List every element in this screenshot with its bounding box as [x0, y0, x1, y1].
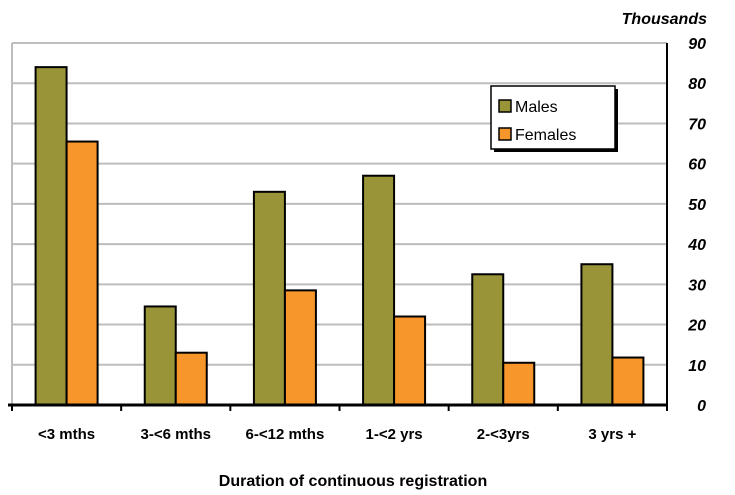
y-tick-label: 30 [688, 277, 706, 294]
y-tick-label: 50 [688, 197, 706, 214]
x-tick-label: 2-<3yrs [477, 426, 530, 443]
legend-label-males: Males [515, 99, 558, 116]
bar-males [252, 190, 286, 406]
x-tick-label: 3-<6 mths [141, 426, 211, 443]
bar-males [34, 66, 68, 406]
y-tick-label: 10 [688, 358, 706, 375]
y-tick-label: 40 [687, 237, 706, 254]
bar-males [471, 273, 505, 406]
legend: Males Females [490, 85, 618, 152]
y-tick-label: 0 [697, 398, 706, 415]
y-unit-label: Thousands [622, 11, 707, 28]
legend-swatch-males [498, 99, 512, 113]
bar-females [611, 356, 645, 407]
bar-females [174, 351, 208, 407]
x-tick-label: 6-<12 mths [246, 426, 325, 443]
y-tick-labels: 0 10 20 30 40 50 60 70 80 90 [687, 36, 706, 415]
x-tick-label: <3 mths [38, 426, 95, 443]
bar-males [362, 174, 396, 406]
bar-males [143, 305, 177, 407]
bar-series-group [34, 66, 645, 407]
y-tick-label: 80 [688, 76, 706, 93]
bar-females [283, 289, 317, 406]
gridlines [12, 42, 667, 366]
x-tick-label: 1-<2 yrs [366, 426, 423, 443]
bar-males [580, 263, 614, 406]
bar-females [65, 140, 99, 407]
x-axis-title: Duration of continuous registration [219, 473, 487, 490]
axes [8, 43, 668, 411]
bar-females [393, 315, 427, 406]
x-tick-label: 3 yrs + [588, 426, 636, 443]
bar-females [502, 361, 536, 406]
y-tick-label: 60 [688, 157, 706, 174]
legend-swatch-females [498, 127, 512, 141]
x-tick-labels: <3 mths 3-<6 mths 6-<12 mths 1-<2 yrs 2-<3yr… [38, 426, 637, 443]
y-tick-label: 90 [688, 36, 706, 53]
y-tick-label: 20 [687, 318, 706, 335]
y-tick-label: 70 [688, 116, 706, 133]
legend-label-females: Females [515, 127, 576, 144]
